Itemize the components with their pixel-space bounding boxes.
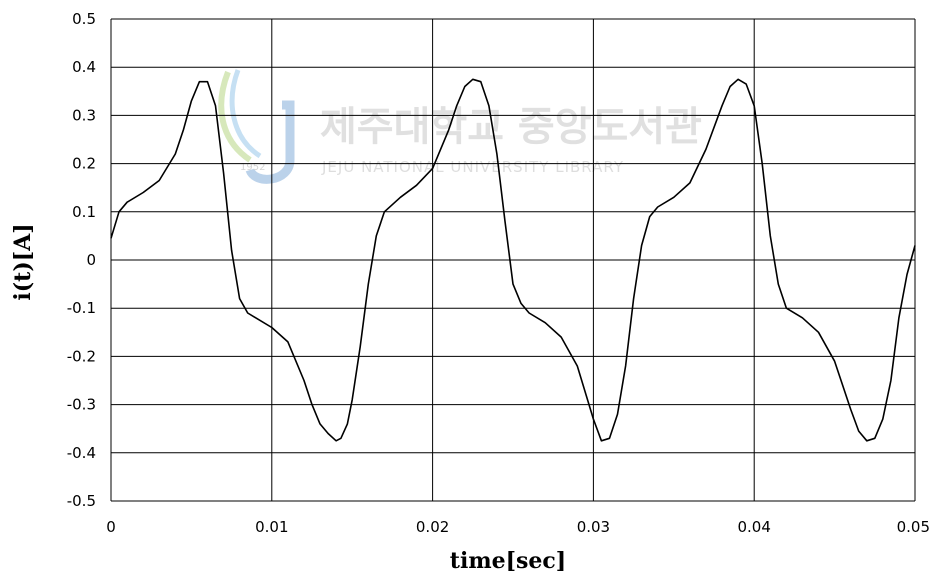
y-tick-label: -0.2 bbox=[67, 347, 96, 365]
y-tick-label: -0.3 bbox=[67, 396, 96, 414]
x-axis-title: time[sec] bbox=[450, 548, 566, 574]
svg-text:1952: 1952 bbox=[240, 162, 265, 173]
series-line bbox=[110, 78, 916, 442]
x-tick-label: 0.04 bbox=[737, 518, 770, 536]
watermark-english-text: JEJU NATIONAL UNIVERSITY LIBRARY bbox=[321, 158, 624, 176]
x-tick-label: 0.01 bbox=[255, 518, 288, 536]
y-tick-label: 0 bbox=[86, 251, 96, 269]
y-tick-label: -0.5 bbox=[67, 492, 96, 510]
y-tick-label: -0.1 bbox=[67, 299, 96, 317]
y-tick-label: 0.1 bbox=[72, 203, 96, 221]
x-tick-label: 0.05 bbox=[897, 518, 930, 536]
y-tick-label: 0.2 bbox=[72, 155, 96, 173]
grid bbox=[110, 18, 916, 502]
x-tick-labels: 0 0.01 0.02 0.03 0.04 0.05 bbox=[106, 518, 930, 536]
y-tick-labels: 0.5 0.4 0.3 0.2 0.1 0 -0.1 -0.2 -0.3 -0.4 -0.5 bbox=[67, 10, 96, 510]
y-tick-label: 0.4 bbox=[72, 58, 96, 76]
y-tick-label: -0.4 bbox=[67, 444, 96, 462]
watermark: 1952 제주대학교 중앙도서관 JEJU NATIONAL UNIVERSIT… bbox=[218, 69, 702, 184]
y-tick-label: 0.5 bbox=[72, 10, 96, 28]
x-tick-label: 0 bbox=[106, 518, 116, 536]
x-tick-label: 0.02 bbox=[416, 518, 449, 536]
library-logo: 1952 bbox=[218, 69, 295, 184]
watermark-korean-text: 제주대학교 중앙도서관 bbox=[320, 104, 702, 150]
y-tick-label: 0.3 bbox=[72, 106, 96, 124]
x-tick-label: 0.03 bbox=[577, 518, 610, 536]
y-axis-title: i(t)[A] bbox=[10, 223, 36, 300]
